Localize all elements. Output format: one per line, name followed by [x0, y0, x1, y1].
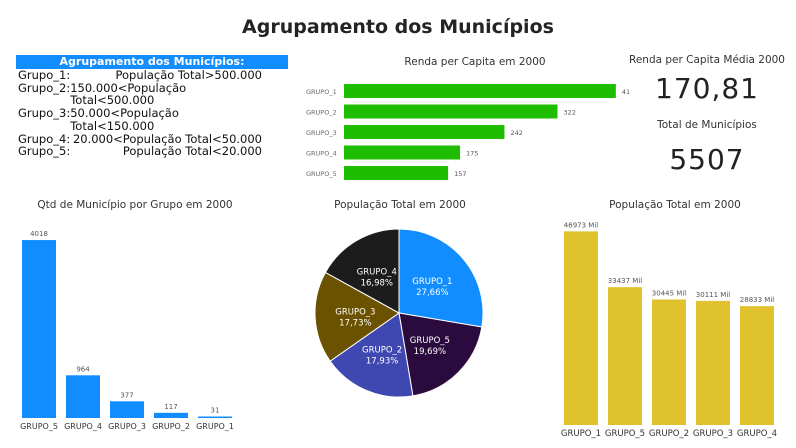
pie-slice-label: 17,93% — [366, 356, 398, 366]
qtd-bar — [22, 240, 56, 418]
pie-slice-label: 19,69% — [414, 347, 446, 357]
renda-bar — [344, 125, 504, 139]
group-definition-row: Grupo_3: 50.000<População Total<150.000 — [16, 107, 288, 132]
pop-data-label: 46973 Mil — [564, 221, 598, 229]
group-name: Grupo_1: — [18, 69, 70, 82]
pop-chart-title: População Total em 2000 — [560, 199, 790, 211]
group-definition-row: Grupo_1: População Total>500.000 — [16, 69, 288, 82]
renda-kpi-value: 170,81 — [622, 72, 792, 105]
pop-data-label: 28833 Mil — [740, 296, 774, 304]
qtd-data-label: 117 — [164, 403, 177, 411]
pie-slice-label: 27,66% — [416, 288, 448, 298]
pie-slice-label: 17,73% — [339, 318, 371, 328]
qtd-bar — [66, 375, 100, 418]
qtd-chart-title: Qtd de Município por Grupo em 2000 — [10, 199, 260, 211]
renda-bar — [344, 146, 460, 160]
municipios-kpi-label: Total de Municípios — [622, 119, 792, 131]
pop-bar — [652, 299, 686, 425]
qtd-data-label: 31 — [211, 407, 220, 415]
pop-category-label: GRUPO_5 — [605, 429, 645, 439]
group-name: Grupo_2: — [18, 82, 70, 107]
group-definitions-card: Agrupamento dos Municípios: Grupo_1: Popu… — [16, 55, 288, 155]
qtd-category-label: GRUPO_4 — [64, 422, 102, 431]
renda-data-label: 175 — [466, 150, 478, 158]
qtd-data-label: 964 — [76, 365, 90, 373]
pop-bar — [564, 231, 598, 425]
renda-category-label: GRUPO_3 — [306, 129, 337, 137]
pie-slice-name: GRUPO_5 — [410, 336, 450, 346]
group-rule: 150.000<População Total<500.000 — [70, 82, 262, 107]
renda-chart-title: Renda per Capita em 2000 — [340, 56, 610, 68]
pop-category-label: GRUPO_4 — [737, 429, 777, 439]
renda-bar — [344, 84, 616, 98]
group-rule: 50.000<População Total<150.000 — [70, 107, 262, 132]
renda-bar — [344, 105, 558, 119]
group-rule: População Total>500.000 — [115, 69, 262, 82]
pie-slice-label: 16,98% — [361, 278, 393, 288]
pie-slice-name: GRUPO_2 — [362, 345, 402, 355]
population-bar-chart: 46973 Mil GRUPO_1 33437 Mil GRUPO_5 30445 Mi… — [558, 214, 788, 444]
qtd-data-label: 377 — [120, 391, 133, 399]
renda-data-label: 157 — [454, 170, 466, 178]
renda-category-label: GRUPO_1 — [306, 88, 337, 96]
municipios-kpi-value: 5507 — [622, 143, 792, 176]
pop-data-label: 30445 Mil — [652, 289, 686, 297]
renda-category-label: GRUPO_4 — [306, 150, 337, 158]
pie-slice-name: GRUPO_1 — [412, 277, 452, 287]
group-definitions-list: Grupo_1: População Total>500.000 Grupo_2: 1… — [16, 69, 288, 158]
renda-bar-chart: GRUPO_1410GRUPO_2322GRUPO_3242GRUPO_4175… — [300, 76, 630, 186]
pie-chart-title: População Total em 2000 — [290, 199, 510, 211]
qtd-bar — [110, 401, 144, 418]
qtd-bar — [154, 413, 188, 418]
qtd-category-label: GRUPO_2 — [152, 422, 190, 431]
qtd-category-label: GRUPO_3 — [108, 422, 146, 431]
pop-data-label: 33437 Mil — [608, 277, 642, 285]
pop-bar — [608, 287, 642, 425]
pop-bar — [740, 306, 774, 425]
group-rule: População Total<20.000 — [123, 145, 262, 158]
pie-slice-name: GRUPO_4 — [357, 267, 397, 277]
qtd-bar-chart: 4018 GRUPO_5 964 GRUPO_4 377 GRUPO_3 117 GRUPO_… — [10, 222, 250, 444]
qtd-category-label: GRUPO_1 — [196, 422, 234, 431]
group-definition-row: Grupo_2: 150.000<População Total<500.000 — [16, 82, 288, 107]
pop-bar — [696, 301, 730, 425]
pop-category-label: GRUPO_3 — [693, 429, 733, 439]
pie-slice-name: GRUPO_3 — [335, 307, 375, 317]
group-name: Grupo_3: — [18, 107, 70, 132]
qtd-bar — [198, 417, 232, 419]
renda-category-label: GRUPO_2 — [306, 109, 337, 117]
group-definitions-header: Agrupamento dos Municípios: — [16, 55, 288, 69]
page-title: Agrupamento dos Municípios — [0, 16, 796, 38]
population-pie-chart: GRUPO_127,66% GRUPO_519,69% GRUPO_217,93% G… — [300, 212, 500, 432]
renda-data-label: 322 — [564, 109, 576, 117]
group-name: Grupo_5: — [18, 145, 70, 158]
renda-category-label: GRUPO_5 — [306, 170, 337, 178]
pop-category-label: GRUPO_1 — [561, 429, 601, 439]
qtd-category-label: GRUPO_5 — [20, 422, 58, 431]
pop-category-label: GRUPO_2 — [649, 429, 689, 439]
qtd-data-label: 4018 — [30, 230, 48, 238]
pop-data-label: 30111 Mil — [696, 291, 730, 299]
renda-data-label: 242 — [510, 129, 522, 137]
group-definition-row: Grupo_5: População Total<20.000 — [16, 145, 288, 158]
renda-kpi-label: Renda per Capita Média 2000 — [622, 54, 792, 66]
renda-bar — [344, 166, 448, 180]
